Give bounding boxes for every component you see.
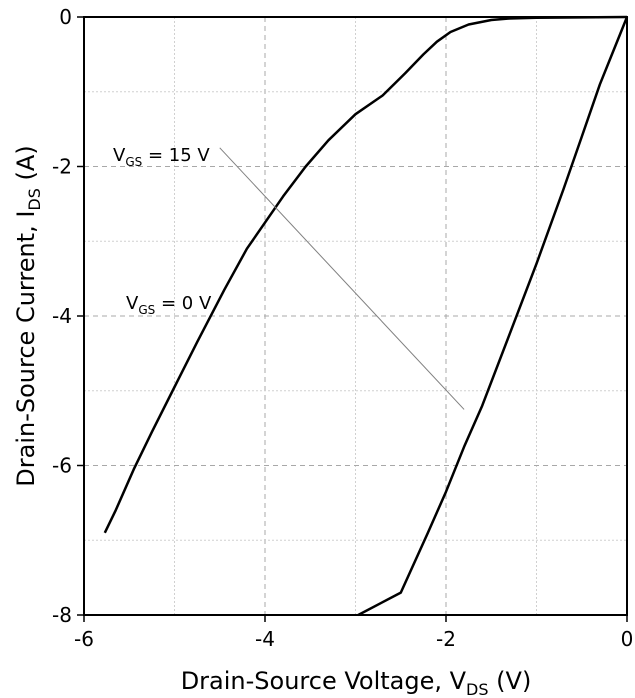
x-tick-label: -6 xyxy=(74,627,94,651)
x-axis-title-sub: DS xyxy=(466,680,488,698)
x-tick-label: -2 xyxy=(436,627,456,651)
series-line-vgs-0v xyxy=(103,15,628,534)
x-axis-title: Drain-Source Voltage, VDS (V) xyxy=(181,667,532,698)
series xyxy=(103,15,629,617)
x-axis-title-tail: (V) xyxy=(489,667,532,695)
y-axis-title-sub: DS xyxy=(25,188,44,210)
ticks: -6 -4 -2 0-8-6-4-20 xyxy=(52,5,633,651)
annotation-vgs-15v-tail: = 15 V xyxy=(142,145,210,166)
y-tick-label: -6 xyxy=(52,454,72,478)
annotation-vgs-0v-tail: = 0 V xyxy=(155,293,212,314)
annotations: VGS = 15 V VGS = 0 V xyxy=(113,145,465,410)
y-tick-label: -4 xyxy=(52,304,72,328)
y-tick-label: -2 xyxy=(52,155,72,179)
annotation-vgs-15v: VGS = 15 V xyxy=(113,145,210,169)
annotation-vgs-15v-main: V xyxy=(113,145,126,166)
annotation-leader-line xyxy=(219,147,465,410)
x-tick-label: -4 xyxy=(255,627,275,651)
annotation-vgs-15v-sub: GS xyxy=(125,155,142,169)
x-axis-title-main: Drain-Source Voltage, V xyxy=(181,667,467,695)
annotation-vgs-0v: VGS = 0 V xyxy=(126,293,212,317)
y-axis-title-tail: (A) xyxy=(12,145,40,188)
y-axis-title: Drain-Source Current, IDS (A) xyxy=(12,145,44,486)
annotation-vgs-0v-main: V xyxy=(126,293,139,314)
y-tick-label: -8 xyxy=(52,603,72,627)
annotation-vgs-0v-sub: GS xyxy=(138,303,155,317)
grid xyxy=(84,17,627,615)
y-tick-label: 0 xyxy=(59,5,72,29)
series-line-vgs-15v xyxy=(357,16,629,617)
y-axis-title-main: Drain-Source Current, I xyxy=(12,211,40,487)
x-tick-label: 0 xyxy=(621,627,634,651)
